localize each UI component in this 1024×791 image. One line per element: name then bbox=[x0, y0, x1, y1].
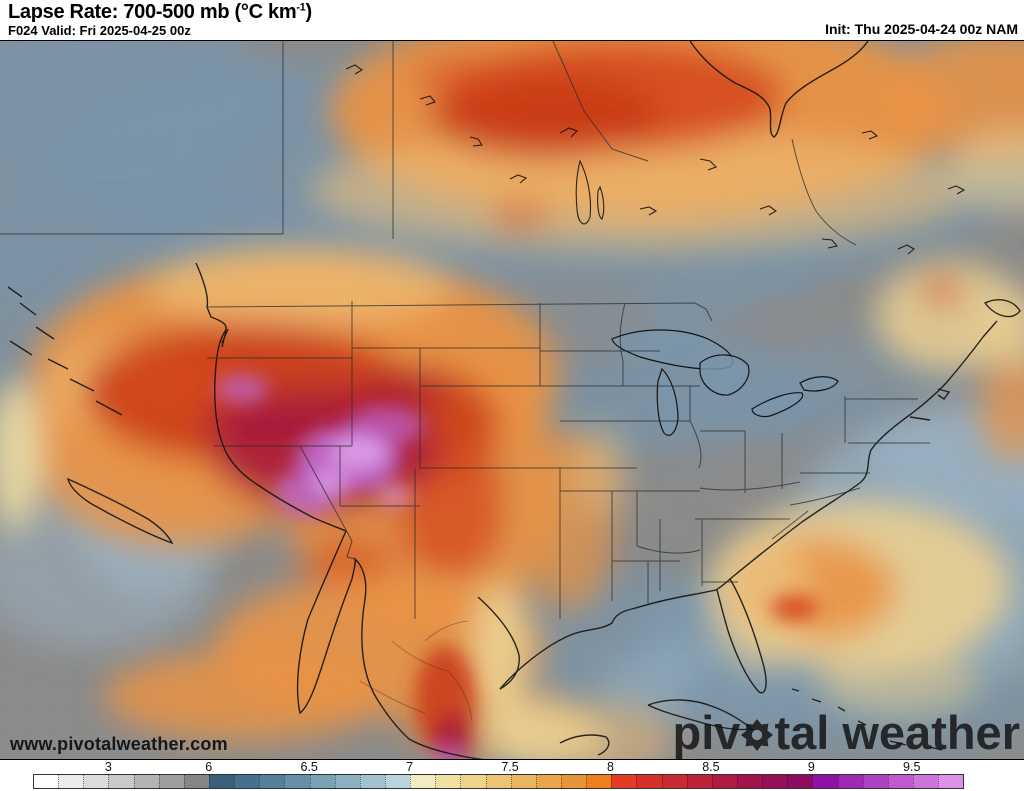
colorbar-segment bbox=[309, 775, 335, 788]
colorbar-segment bbox=[183, 775, 209, 788]
colorbar-tick-label: 3 bbox=[104, 760, 112, 774]
colorbar-segments bbox=[33, 774, 964, 789]
colorbar-segment bbox=[510, 775, 536, 788]
colorbar-tick-label: 8.5 bbox=[702, 760, 720, 774]
colorbar-segment bbox=[234, 775, 260, 788]
colorbar-segment bbox=[535, 775, 561, 788]
colorbar-segment bbox=[787, 775, 813, 788]
valid-time-label: F024 Valid: Fri 2025-04-25 00z bbox=[8, 23, 191, 38]
colorbar-tick-label: 7.5 bbox=[501, 760, 519, 774]
colorbar: 3 6 6.5 7 7.5 8 8.5 9 9.5 bbox=[0, 761, 1024, 791]
header: Lapse Rate: 700-500 mb (°C km-1) F024 Va… bbox=[0, 0, 1024, 40]
colorbar-segment bbox=[435, 775, 461, 788]
colorbar-segment bbox=[837, 775, 863, 788]
colorbar-labels: 3 6 6.5 7 7.5 8 8.5 9 9.5 bbox=[33, 760, 962, 774]
colorbar-tick-label: 9 bbox=[807, 760, 815, 774]
colorbar-segment bbox=[862, 775, 888, 788]
colorbar-segment bbox=[83, 775, 109, 788]
colorbar-segment bbox=[686, 775, 712, 788]
colorbar-tick-label: 7 bbox=[406, 760, 414, 774]
colorbar-segment bbox=[108, 775, 134, 788]
colorbar-tick-label: 6 bbox=[205, 760, 213, 774]
colorbar-segment bbox=[485, 775, 511, 788]
watermark: piv tal weather bbox=[673, 709, 1020, 759]
lapse-rate-field bbox=[0, 41, 1024, 759]
map-canvas: www.pivotalweather.com piv tal weather bbox=[0, 40, 1024, 760]
colorbar-segment bbox=[208, 775, 235, 788]
colorbar-segment bbox=[133, 775, 159, 788]
colorbar-segment bbox=[938, 775, 964, 788]
watermark-suffix: tal weather bbox=[774, 706, 1020, 759]
colorbar-segment bbox=[58, 775, 84, 788]
colorbar-segment bbox=[158, 775, 184, 788]
colorbar-tick-label: 8 bbox=[606, 760, 614, 774]
colorbar-segment bbox=[812, 775, 838, 788]
init-time-label: Init: Thu 2025-04-24 00z NAM bbox=[825, 21, 1018, 37]
colorbar-segment bbox=[334, 775, 360, 788]
colorbar-segment bbox=[711, 775, 737, 788]
watermark-prefix: piv bbox=[672, 706, 741, 759]
colorbar-segment bbox=[284, 775, 310, 788]
page-title: Lapse Rate: 700-500 mb (°C km-1) bbox=[8, 1, 312, 23]
colorbar-segment bbox=[912, 775, 939, 788]
colorbar-segment bbox=[460, 775, 486, 788]
colorbar-segment bbox=[359, 775, 385, 788]
website-url-label: www.pivotalweather.com bbox=[10, 734, 228, 754]
colorbar-segment bbox=[887, 775, 913, 788]
colorbar-segment bbox=[736, 775, 763, 788]
colorbar-segment bbox=[611, 775, 637, 788]
colorbar-segment bbox=[259, 775, 285, 788]
colorbar-segment bbox=[560, 775, 587, 788]
gear-icon bbox=[740, 712, 774, 759]
colorbar-segment bbox=[586, 775, 612, 788]
colorbar-tick-label: 9.5 bbox=[903, 760, 921, 774]
colorbar-segment bbox=[661, 775, 687, 788]
colorbar-tick-label: 6.5 bbox=[300, 760, 318, 774]
colorbar-segment bbox=[762, 775, 788, 788]
colorbar-segment bbox=[384, 775, 411, 788]
colorbar-segment bbox=[636, 775, 662, 788]
colorbar-segment bbox=[34, 775, 59, 788]
colorbar-segment bbox=[410, 775, 436, 788]
